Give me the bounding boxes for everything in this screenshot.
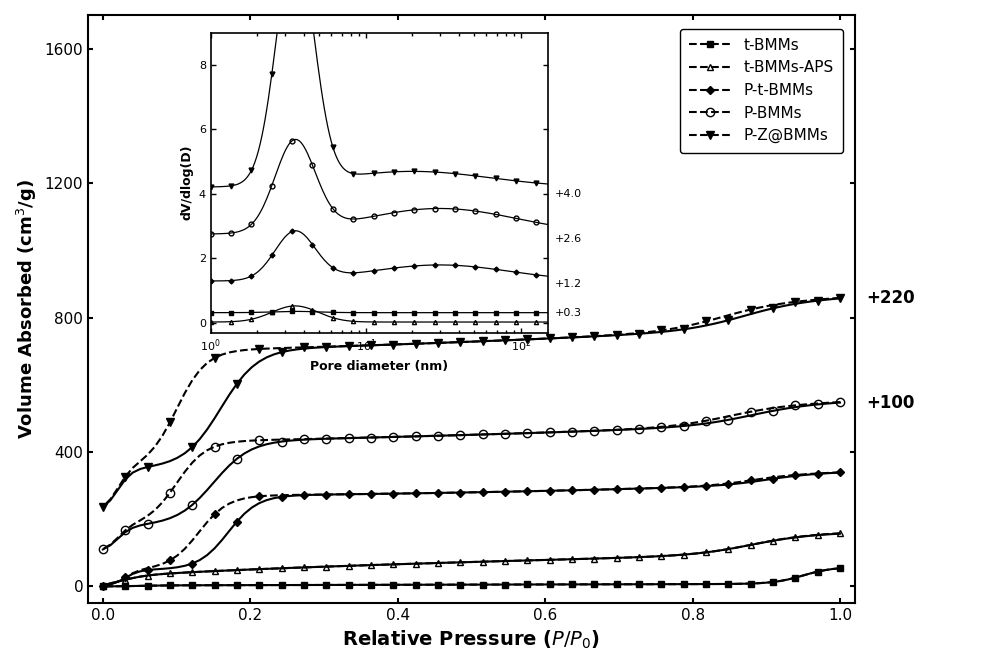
Text: +220: +220: [866, 290, 915, 308]
X-axis label: Relative Pressure ($P/P_0$): Relative Pressure ($P/P_0$): [342, 629, 601, 651]
Y-axis label: Volume Absorbed (cm$^3$/g): Volume Absorbed (cm$^3$/g): [15, 179, 39, 439]
Legend: t-BMMs, t-BMMs-APS, P-t-BMMs, P-BMMs, P-Z@BMMs: t-BMMs, t-BMMs-APS, P-t-BMMs, P-BMMs, P-…: [680, 29, 843, 153]
Text: +100: +100: [866, 394, 915, 412]
